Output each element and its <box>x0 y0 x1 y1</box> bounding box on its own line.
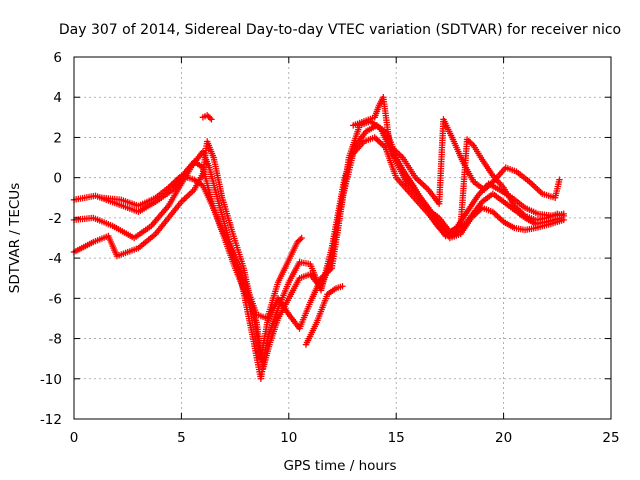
x-tick-label: 15 <box>388 430 405 446</box>
y-tick-label: -8 <box>49 332 62 348</box>
x-tick-label: 20 <box>495 430 512 446</box>
axis-ticks <box>73 56 612 420</box>
y-tick-label: -10 <box>40 372 62 388</box>
x-tick-label: 10 <box>280 430 297 446</box>
series-track-4 <box>98 172 305 322</box>
y-tick-label: 0 <box>53 171 62 187</box>
data-point <box>560 212 567 220</box>
x-tick-labels: 0 5 10 15 20 25 <box>70 430 620 446</box>
x-tick-label: 5 <box>177 430 186 446</box>
series-track-2 <box>70 122 567 382</box>
x-tick-label: 0 <box>70 430 79 446</box>
series-track-6 <box>302 283 346 348</box>
series-track-3 <box>70 118 567 362</box>
data-points <box>70 94 567 382</box>
series-track-7 <box>350 94 563 208</box>
data-point <box>206 114 214 122</box>
y-tick-label: 4 <box>53 90 62 106</box>
data-point <box>298 234 305 242</box>
x-axis-label: GPS time / hours <box>283 458 396 474</box>
plot-frame <box>73 56 612 420</box>
y-tick-label: 2 <box>53 130 62 146</box>
y-tick-labels: -12 -10 -8 -6 -4 -2 0 2 4 6 <box>40 50 62 428</box>
y-tick-label: -12 <box>40 412 62 428</box>
grid <box>74 57 611 419</box>
y-tick-label: -2 <box>49 211 62 227</box>
y-tick-label: -6 <box>49 291 62 307</box>
x-tick-label: 25 <box>602 430 619 446</box>
data-point <box>556 176 563 183</box>
chart-title: Day 307 of 2014, Sidereal Day-to-day VTE… <box>59 22 621 38</box>
series-track-8 <box>393 136 567 236</box>
data-point <box>297 236 304 243</box>
y-axis-label: SDTVAR / TECUs <box>7 183 23 293</box>
data-point <box>208 116 215 123</box>
y-tick-label: 6 <box>53 50 62 66</box>
series-track-5 <box>199 112 215 123</box>
y-tick-label: -4 <box>49 251 62 267</box>
data-point <box>339 283 346 290</box>
